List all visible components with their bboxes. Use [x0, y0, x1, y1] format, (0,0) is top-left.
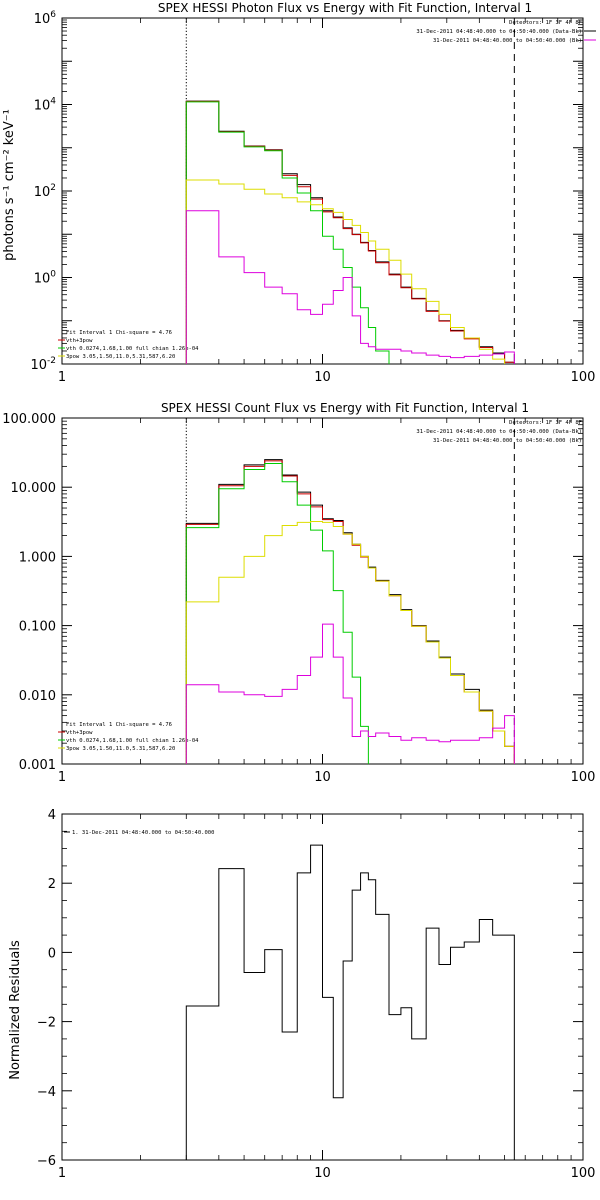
legend-fit-interval: Fit Interval 1 Chi-square = 4.76 [66, 722, 172, 728]
legend-bk: 31-Dec-2011 04:48:40.000 to 04:50:40.000… [433, 438, 582, 444]
x-tick-label: 100 [571, 370, 596, 385]
y-tick-label: 100 [34, 270, 57, 287]
residuals-legend: 1. 31-Dec-2011 04:48:40.000 to 04:50:40.… [72, 830, 214, 836]
plot-frame [61, 417, 584, 765]
count-flux-title: SPEX HESSI Count Flux vs Energy with Fit… [161, 401, 529, 415]
y-tick-label: 10-2 [30, 356, 56, 373]
x-tick-label: 1 [58, 770, 66, 785]
x-tick-label: 10 [314, 1166, 331, 1181]
photon-flux-title: SPEX HESSI Photon Flux vs Energy with Fi… [158, 1, 532, 15]
legend-vth-3pow: vth+3pow [66, 730, 93, 736]
x-tick-label: 100 [571, 1166, 596, 1181]
count-flux-left-legend: Fit Interval 1 Chi-square = 4.76 vth+3po… [66, 722, 199, 752]
x-tick-label: 1 [58, 370, 66, 385]
series-line [185, 210, 515, 364]
legend-data-minus-bk: 31-Dec-2011 04:48:40.000 to 04:50:40.000… [416, 29, 582, 35]
photon-flux-left-legend: Fit Interval 1 Chi-square = 4.76 vth+3po… [66, 330, 199, 360]
x-tick-label: 10 [314, 770, 331, 785]
y-tick-label: 0.001 [19, 758, 56, 773]
y-tick-label: 4 [48, 808, 56, 823]
photon-flux-panel: SPEX HESSI Photon Flux vs Energy with Fi… [2, 1, 596, 385]
series-line [185, 101, 515, 364]
photon-flux-right-legend: Detectors: 1F 3F 4F 8F 31-Dec-2011 04:48… [416, 20, 582, 44]
x-tick-label: 10 [314, 370, 331, 385]
x-tick-label: 100 [571, 770, 596, 785]
residuals-panel: Normalized Residuals 1. 31-Dec-2011 04:4… [8, 808, 595, 1181]
photon-flux-y-axis-label: photons s⁻¹ cm⁻² keV⁻¹ [2, 109, 17, 261]
series-line [185, 100, 515, 364]
y-tick-label: 0.010 [19, 689, 56, 704]
series-line [185, 623, 515, 764]
y-tick-label: 104 [34, 97, 57, 114]
series-line [185, 463, 515, 764]
y-tick-label: −4 [37, 1085, 56, 1100]
y-tick-label: 0 [48, 946, 56, 961]
y-tick-label: 2 [48, 877, 56, 892]
series-line [185, 520, 515, 764]
y-tick-label: 102 [34, 183, 56, 200]
y-tick-label: 100.000 [2, 412, 56, 427]
x-tick-label: 1 [58, 1166, 66, 1181]
legend-3pow: 3pow 3.05,1.50,11.0,5.31,587,6.20 [66, 746, 175, 752]
series-line [185, 460, 515, 764]
legend-bk: 31-Dec-2011 04:48:40.000 to 04:50:40.000… [433, 38, 582, 44]
legend-residual-interval: 1. 31-Dec-2011 04:48:40.000 to 04:50:40.… [72, 830, 214, 836]
legend-3pow: 3pow 3.05,1.50,11.0,5.31,587,6.20 [66, 354, 175, 360]
series-line [185, 844, 515, 1160]
legend-vth-3pow: vth+3pow [66, 338, 93, 344]
y-tick-label: −2 [37, 1016, 56, 1031]
series-line [185, 459, 515, 764]
legend-fit-interval: Fit Interval 1 Chi-square = 4.76 [66, 330, 172, 336]
count-flux-right-legend: Detectors: 1F 3F 4F 8F 31-Dec-2011 04:48… [416, 420, 582, 444]
y-tick-label: 0.100 [19, 620, 56, 635]
count-flux-panel: SPEX HESSI Count Flux vs Energy with Fit… [2, 30, 596, 785]
y-tick-label: 106 [34, 10, 57, 27]
legend-detectors: Detectors: 1F 3F 4F 8F [509, 420, 582, 426]
legend-vth: vth 0.0274,1.68,1.00 full chian 1.26e-04 [66, 346, 199, 352]
y-tick-label: −6 [37, 1154, 56, 1169]
residuals-y-axis-label: Normalized Residuals [8, 940, 23, 1080]
series-line [185, 179, 515, 364]
y-tick-label: 10.000 [11, 481, 57, 496]
legend-detectors: Detectors: 1F 3F 4F 8F [509, 20, 582, 26]
y-tick-label: 1.000 [19, 550, 56, 565]
legend-vth: vth 0.0274,1.68,1.00 full chian 1.26e-04 [66, 738, 199, 744]
legend-data-minus-bk: 31-Dec-2011 04:48:40.000 to 04:50:40.000… [416, 429, 582, 435]
series-line [185, 100, 515, 364]
